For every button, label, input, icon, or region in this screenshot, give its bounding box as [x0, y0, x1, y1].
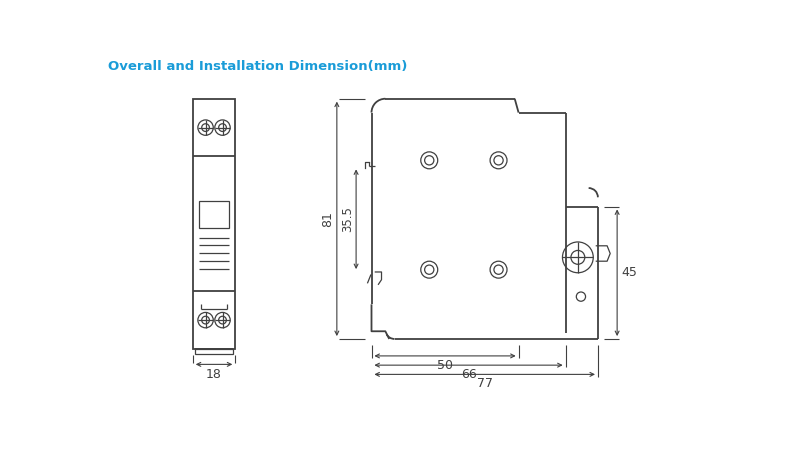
Text: 50: 50: [437, 359, 453, 372]
Bar: [195, 349, 233, 354]
Text: 81: 81: [321, 211, 334, 227]
Text: 18: 18: [206, 368, 222, 381]
Text: 45: 45: [621, 266, 637, 279]
Text: Overall and Installation Dimension(mm): Overall and Installation Dimension(mm): [108, 60, 407, 73]
Text: 77: 77: [477, 377, 493, 390]
Bar: [193, 99, 235, 349]
Text: 66: 66: [461, 368, 476, 381]
Text: 35.5: 35.5: [341, 206, 354, 232]
Bar: [199, 201, 229, 228]
